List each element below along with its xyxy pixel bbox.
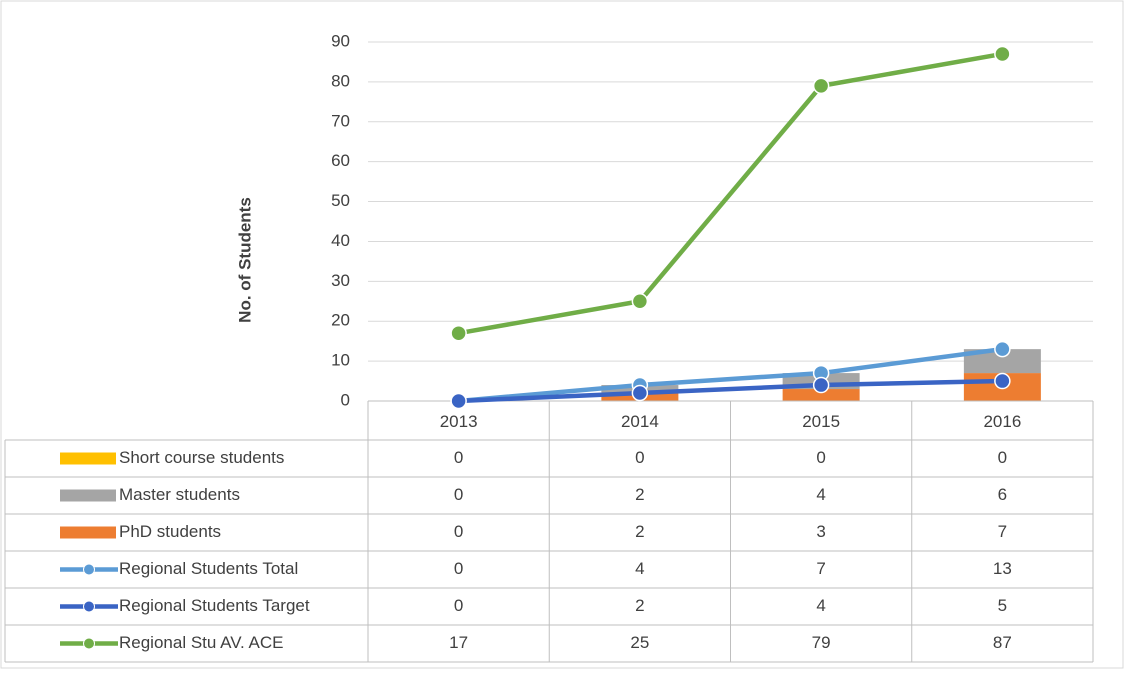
table-cell: 0 xyxy=(454,485,463,504)
table-cell: 13 xyxy=(993,559,1012,578)
table-cell: 17 xyxy=(449,633,468,652)
y-tick-label: 10 xyxy=(331,351,350,370)
bar xyxy=(963,349,1041,374)
table-cell: 4 xyxy=(635,559,644,578)
bar xyxy=(782,389,860,401)
y-tick-label: 20 xyxy=(331,311,350,330)
legend-key xyxy=(60,452,116,465)
line-marker xyxy=(812,376,830,394)
y-tick-label: 90 xyxy=(331,31,350,50)
line-marker xyxy=(450,324,467,342)
legend-key xyxy=(60,526,116,539)
legend-key xyxy=(60,489,116,502)
legend-key xyxy=(83,637,95,650)
table-cell: 4 xyxy=(816,485,825,504)
legend-label: Regional Students Target xyxy=(119,596,310,615)
y-tick-label: 0 xyxy=(341,390,350,409)
table-cell: 2 xyxy=(635,485,644,504)
line xyxy=(458,346,1003,404)
table-cell: 0 xyxy=(454,559,463,578)
legend-key xyxy=(83,563,95,576)
table-cell: 5 xyxy=(998,596,1007,615)
table-cell: 0 xyxy=(454,596,463,615)
y-tick-label: 50 xyxy=(331,191,350,210)
line-marker xyxy=(994,372,1011,390)
table-cell: 7 xyxy=(816,559,825,578)
y-tick-label: 60 xyxy=(331,151,350,170)
table-cell: 87 xyxy=(993,633,1012,652)
line-marker xyxy=(994,45,1011,63)
table-cell: 0 xyxy=(816,448,825,467)
table-cell: 2 xyxy=(635,596,644,615)
table-cell: 0 xyxy=(998,448,1007,467)
x-tick-label: 2013 xyxy=(440,412,478,431)
x-tick-label: 2014 xyxy=(621,412,659,431)
legend-label: Master students xyxy=(119,485,240,504)
y-tick-label: 30 xyxy=(331,271,350,290)
legend-label: Regional Stu AV. ACE xyxy=(119,633,283,652)
y-tick-label: 70 xyxy=(331,111,350,130)
table-cell: 79 xyxy=(812,633,831,652)
table-cell: 3 xyxy=(816,522,825,541)
legend-key xyxy=(83,600,95,613)
legend-label: Short course students xyxy=(119,448,284,467)
line xyxy=(458,378,1003,404)
x-tick-label: 2016 xyxy=(983,412,1021,431)
y-tick-label: 80 xyxy=(331,71,350,90)
table-cell: 0 xyxy=(635,448,644,467)
table-cell: 4 xyxy=(816,596,825,615)
line-marker xyxy=(812,77,830,95)
y-tick-label: 40 xyxy=(331,231,350,250)
line-marker xyxy=(631,384,649,402)
table-cell: 0 xyxy=(454,522,463,541)
table-cell: 7 xyxy=(998,522,1007,541)
y-axis-label: No. of Students xyxy=(235,197,254,323)
table-cell: 6 xyxy=(998,485,1007,504)
line-marker xyxy=(631,293,649,310)
table-cell: 25 xyxy=(630,633,649,652)
table-cell: 2 xyxy=(635,522,644,541)
table-cell: 0 xyxy=(454,448,463,467)
line-marker xyxy=(994,340,1011,358)
line xyxy=(458,51,1003,336)
legend-label: Regional Students Total xyxy=(119,559,298,578)
line-marker xyxy=(450,392,467,410)
legend-label: PhD students xyxy=(119,522,221,541)
x-tick-label: 2015 xyxy=(802,412,840,431)
